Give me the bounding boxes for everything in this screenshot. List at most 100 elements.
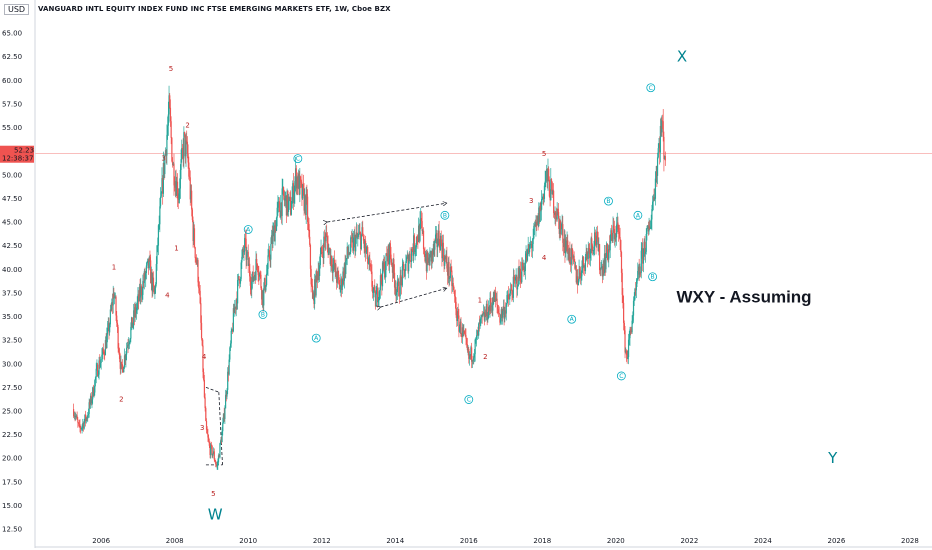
candle-body [656, 171, 658, 176]
candle-body [282, 187, 285, 196]
candle-body [118, 348, 120, 353]
candle-body [287, 190, 289, 212]
candle-body [251, 271, 254, 282]
candle-body [76, 415, 78, 420]
wave-label-circle [646, 83, 656, 93]
candle-body [557, 212, 560, 219]
candle-body [661, 120, 663, 133]
candle-body [343, 271, 345, 281]
candle-body [212, 451, 215, 454]
candle-body [205, 408, 207, 422]
candle-body [374, 286, 376, 292]
candle-body [512, 276, 514, 298]
time-axis[interactable]: 2006 2008 2010 2012 2014 2016 2018 2020 2022 2024… [35, 537, 932, 548]
wave-label-circle [567, 314, 577, 324]
candle-body [106, 327, 109, 335]
candle-body [426, 252, 428, 272]
candle-body [82, 422, 85, 429]
candle-body [664, 156, 666, 161]
candle-body [352, 237, 355, 251]
candle-body [333, 259, 335, 265]
candle-body [323, 236, 325, 259]
candle-body [104, 340, 107, 356]
candle-body [292, 183, 294, 197]
wave-label: B [261, 312, 265, 319]
wave-label-circle [616, 371, 626, 381]
candle-body [130, 326, 132, 339]
candle-body [443, 257, 445, 266]
candle-body [492, 292, 495, 305]
candle-body [401, 277, 403, 286]
candle-body [601, 266, 603, 268]
candle-body [342, 271, 344, 284]
candle-body [188, 162, 190, 177]
candle-body [478, 323, 480, 336]
candle-body [474, 339, 476, 355]
candle-body [261, 290, 263, 300]
candle-body [446, 268, 449, 276]
candle-body [444, 256, 447, 260]
price-axis[interactable]: 12.50 15.00 17.50 20.00 22.50 25.00 27.50 30.00… [2, 0, 36, 548]
wave-label: 1 [174, 244, 178, 252]
candle-body [74, 415, 76, 417]
candle-body [91, 399, 93, 404]
candle-body [129, 338, 131, 343]
candle-body [549, 196, 551, 201]
candle-body [467, 348, 469, 351]
candle-body [159, 196, 162, 207]
candle-body [459, 321, 461, 327]
candle-body [644, 251, 647, 254]
wave-label: B [606, 198, 610, 205]
candle-body [562, 242, 565, 248]
candle-body [385, 253, 387, 271]
candle-body [397, 281, 399, 283]
candle-body [218, 455, 220, 458]
candle-body [237, 276, 239, 281]
candle-body [564, 238, 566, 254]
candle-body [445, 255, 447, 260]
candle-body [574, 265, 577, 269]
candle-body [595, 240, 597, 245]
candle-body [384, 270, 386, 278]
candle-body [116, 315, 118, 323]
candle-body [310, 268, 312, 285]
candle-body [81, 425, 83, 429]
candle-body [519, 268, 522, 281]
candle-body [611, 230, 613, 236]
candle-body [307, 196, 309, 222]
candle-body [314, 279, 316, 305]
candle-body [264, 278, 266, 291]
candle-body [325, 233, 327, 242]
candle-body [557, 208, 559, 213]
candle-body [162, 178, 164, 194]
candle-body [545, 169, 548, 173]
candle-body [309, 236, 311, 245]
candle-body [393, 259, 395, 273]
candle-body [391, 265, 394, 273]
candle-body [94, 377, 97, 381]
candle-body [157, 225, 160, 246]
candle-body [331, 255, 333, 268]
candle-body [355, 232, 357, 238]
candle-body [662, 121, 664, 137]
candle-body [266, 269, 268, 274]
candle-body [587, 248, 589, 259]
candle-body [514, 277, 517, 281]
candle-body [311, 285, 314, 299]
candle-body [524, 260, 526, 271]
candle-body [270, 244, 272, 260]
candle-body [373, 286, 375, 291]
candle-body [322, 253, 324, 259]
candle-body [123, 367, 125, 373]
candle-body [421, 221, 423, 232]
candle-body [94, 380, 96, 393]
candle-body [165, 150, 167, 156]
candle-body [640, 250, 642, 273]
y-tick-label: 27.50 [2, 384, 22, 392]
candle-body [340, 278, 343, 290]
candle-body [437, 230, 439, 246]
x-tick-label: 2016 [460, 537, 478, 545]
candle-body [304, 195, 307, 215]
candle-body [523, 266, 525, 272]
